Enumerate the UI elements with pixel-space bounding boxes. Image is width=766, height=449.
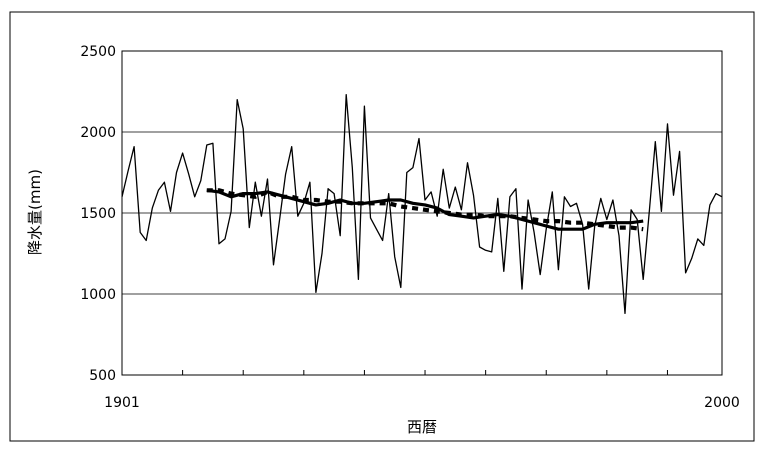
y-axis-label: 降水量(mm) bbox=[26, 169, 44, 255]
y-tick-label-2500: 2500 bbox=[80, 44, 116, 60]
x-tick-label-1901: 1901 bbox=[104, 395, 140, 411]
y-tick-label-1500: 1500 bbox=[80, 206, 116, 222]
gridlines bbox=[122, 131, 722, 295]
series-line-thick bbox=[206, 188, 644, 231]
y-tick-labels: 500 1000 1500 2000 2500 bbox=[80, 44, 116, 384]
y-tick-label-2000: 2000 bbox=[80, 125, 116, 141]
series-line-thin bbox=[121, 94, 723, 315]
series-line-dashed bbox=[206, 188, 644, 232]
y-tick-label-500: 500 bbox=[89, 368, 116, 384]
x-tick-labels: 1901 2000 bbox=[104, 395, 740, 411]
x-axis-label: 西暦 bbox=[407, 418, 437, 436]
x-tick-label-2000: 2000 bbox=[704, 395, 740, 411]
series-layer bbox=[121, 94, 723, 315]
plot-area bbox=[121, 50, 723, 376]
x-axis-ticks bbox=[121, 370, 668, 375]
y-tick-label-1000: 1000 bbox=[80, 287, 116, 303]
